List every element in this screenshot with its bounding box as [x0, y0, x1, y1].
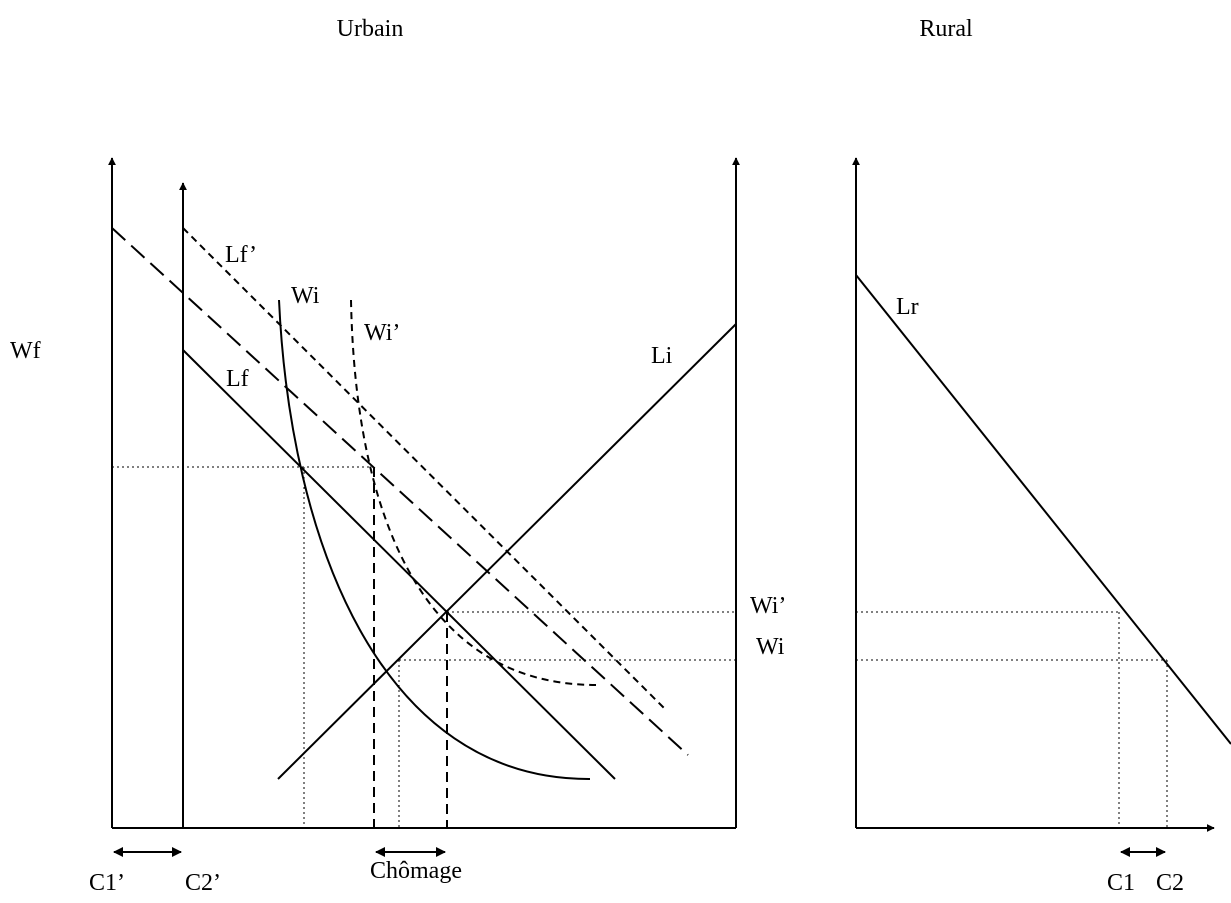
- label-wi-prime-right: Wi’: [750, 593, 786, 619]
- lf-prime-curve: [182, 227, 665, 709]
- label-wi-prime: Wi’: [364, 320, 400, 346]
- li-curve: [277, 323, 737, 780]
- lf-curve: [182, 349, 616, 780]
- label-wi: Wi: [291, 283, 320, 309]
- label-lf-prime: Lf’: [225, 242, 257, 268]
- label-c2-prime: C2’: [185, 870, 221, 896]
- wi-curve: [278, 299, 591, 781]
- wi-prime-curve: [350, 299, 597, 686]
- lr-curve: [855, 274, 1231, 745]
- lf-long-dash-curve: [111, 227, 689, 756]
- rural-panel: [852, 157, 1231, 857]
- label-lr: Lr: [896, 294, 919, 320]
- label-chomage: Chômage: [370, 858, 462, 884]
- label-c1-prime: C1’: [89, 870, 125, 896]
- label-li: Li: [651, 343, 673, 369]
- title-urbain: Urbain: [337, 16, 404, 42]
- title-rural: Rural: [919, 16, 973, 42]
- label-wi-right: Wi: [756, 634, 785, 660]
- label-c2: C2: [1156, 870, 1184, 896]
- label-c1: C1: [1107, 870, 1135, 896]
- urban-panel: [108, 157, 740, 857]
- label-lf: Lf: [226, 366, 249, 392]
- label-wf: Wf: [10, 338, 41, 364]
